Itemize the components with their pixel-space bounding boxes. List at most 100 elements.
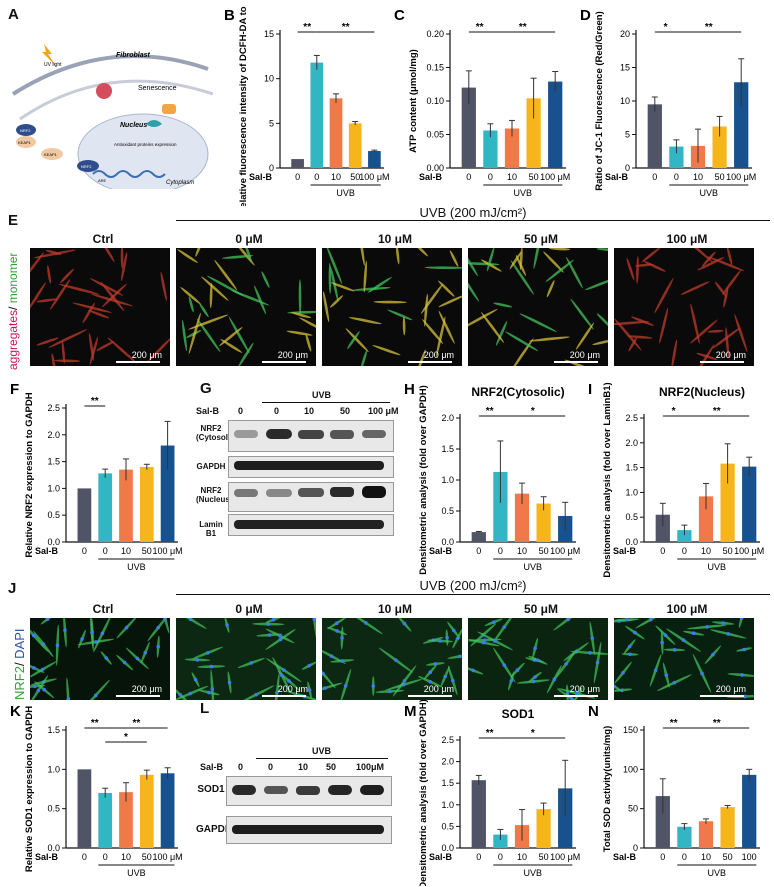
blot-g-dose: 0 xyxy=(238,406,244,416)
cell-shape xyxy=(510,260,535,295)
x-tick-label: 10 xyxy=(121,852,131,862)
bar xyxy=(471,532,486,542)
y-axis-label: Relative fluorescence intensity of DCFH-… xyxy=(238,4,249,206)
jc1-image-100: 200 μm xyxy=(614,248,754,366)
x-tick-label: 50 xyxy=(529,172,539,182)
row-label: Sal-B xyxy=(613,546,637,556)
sig-label: ** xyxy=(91,718,99,729)
blot-l-dose: 0 xyxy=(238,762,244,772)
cell-texture xyxy=(322,618,462,700)
x-tick-label: 0 xyxy=(476,852,481,862)
cell-shape xyxy=(596,313,608,330)
nucleus-dot xyxy=(388,689,392,694)
nucleus-dot xyxy=(340,659,345,663)
scale-bar xyxy=(116,361,160,363)
cell-shape xyxy=(60,268,74,284)
nucleus-dot xyxy=(455,636,460,641)
chart-n-sod-activity: N 0 50 100 150 Total SOD activity(units/mg) 0 0… xyxy=(588,703,760,878)
chart-i-nrf2-nuc: I NRF2(Nucleus) 0.0 0.5 1.0 1.5 2.0 2.5 Densitom… xyxy=(588,381,764,578)
nucleus-dot xyxy=(322,686,327,690)
cell-shape xyxy=(690,303,700,345)
bar xyxy=(558,788,573,848)
sig-label: * xyxy=(664,22,668,33)
jc1-image-ctrl: 200 μm xyxy=(30,248,170,366)
y-tick-label: 2.5 xyxy=(441,735,454,745)
scale-label: 200 μm xyxy=(423,350,454,360)
cell-shape xyxy=(220,339,243,353)
cell-shape xyxy=(549,248,571,251)
nucleus-dot xyxy=(36,688,41,693)
y-tick-label: 2.0 xyxy=(441,413,454,423)
if-image-50: 200 μm xyxy=(468,618,608,700)
bar xyxy=(720,463,735,542)
sig-label: ** xyxy=(713,406,721,417)
bar xyxy=(471,780,486,848)
jc1-side-label: aggregates/ monomer xyxy=(6,253,20,370)
nucleus-dot xyxy=(278,634,282,638)
cell-shape xyxy=(626,257,635,281)
panel-letter-a: A xyxy=(8,6,19,23)
nucleus-dot xyxy=(628,652,632,657)
band xyxy=(298,430,324,439)
x-tick-label: 50 xyxy=(142,546,152,556)
nucleus-dot xyxy=(32,684,37,689)
dna-strand xyxy=(92,170,166,178)
x-tick-label: 100 μM xyxy=(152,546,182,556)
label-nrf2-a: NRF2 xyxy=(20,128,31,133)
y-tick-label: 2.5 xyxy=(47,403,60,413)
blot-l-uvb-line xyxy=(256,758,388,759)
cell-shape xyxy=(575,322,595,350)
panel-letter: N xyxy=(588,703,599,720)
bar xyxy=(655,796,670,848)
blot-l-salb: Sal-B xyxy=(200,762,224,772)
nucleus-dot xyxy=(621,670,625,675)
row-label: Sal-B xyxy=(35,546,59,556)
y-tick-label: 1.5 xyxy=(47,457,60,467)
nucleus-dot xyxy=(564,662,568,666)
y-tick-label: 15 xyxy=(264,29,274,39)
blot-g-row-label: GAPDH xyxy=(196,462,226,471)
group-label: UVB xyxy=(514,188,533,198)
bar xyxy=(669,146,684,168)
uvb-header-e: UVB (200 mJ/cm²) xyxy=(419,205,527,220)
bar xyxy=(647,104,662,168)
nucleus-dot xyxy=(209,664,214,669)
cell-shape xyxy=(147,337,170,362)
col-title-10-e: 10 μM xyxy=(377,232,413,246)
blot-g-dose: 50 xyxy=(340,406,351,416)
cell-shape xyxy=(89,336,99,365)
y-tick-label: 0.5 xyxy=(47,804,60,814)
chart-b-dcfh: B 0 5 10 15 Relative fluorescence intensity o… xyxy=(224,4,390,206)
x-tick-label: 0 xyxy=(295,172,300,182)
cell-shape xyxy=(631,316,655,326)
cell-shape xyxy=(726,248,733,266)
label-antioxidant: Antioxidant proteins expression xyxy=(114,142,177,147)
nucleus-dot xyxy=(691,631,696,635)
cell-shape xyxy=(596,248,608,252)
x-tick-label: 0 xyxy=(682,852,687,862)
cell-shape xyxy=(363,260,367,293)
cell-shape xyxy=(468,250,478,277)
sig-label: ** xyxy=(133,718,141,729)
cell-texture xyxy=(30,248,170,366)
bar xyxy=(742,774,757,848)
cell-shape xyxy=(505,331,539,352)
nucleus-dot xyxy=(124,625,129,630)
x-tick-label: 0 xyxy=(314,172,319,182)
cell-shape xyxy=(326,248,343,285)
x-tick-label: 100 μM xyxy=(540,172,570,182)
if-image-ctrl: 200 μm xyxy=(30,618,170,700)
y-tick-label: 1.0 xyxy=(47,483,60,493)
band xyxy=(234,489,258,497)
scale-bar xyxy=(408,695,452,697)
blot-l-row-label: GAPDH xyxy=(196,824,233,835)
y-axis-label: Relative SOD1 expression to GAPDH xyxy=(24,706,35,872)
y-tick-label: 1.5 xyxy=(441,444,454,454)
scale-bar xyxy=(700,695,744,697)
cell-shape xyxy=(358,248,365,266)
cell-shape xyxy=(66,677,71,700)
cell-shape xyxy=(54,359,81,363)
label-sep-e: / xyxy=(6,303,20,310)
cell-shape xyxy=(36,337,59,346)
nucleus-dot xyxy=(721,621,725,625)
